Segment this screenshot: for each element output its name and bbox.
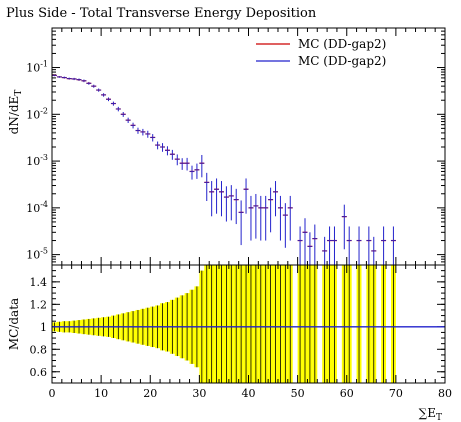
x-axis-label: ∑ET xyxy=(419,406,442,422)
upper-y-axis-label: dN/dET xyxy=(7,90,24,135)
x-tick-label: 60 xyxy=(340,387,354,400)
legend-label-blue: MC (DD-gap2) xyxy=(298,54,386,68)
upper-y-tick-label: 10-2 xyxy=(26,106,48,121)
x-tick-label: 80 xyxy=(438,387,452,400)
upper-plot-panel: 10-5 10-4 10-3 10-2 10-1 xyxy=(26,27,446,266)
upper-y-tick-label: 10-3 xyxy=(26,153,48,168)
x-tick-label: 20 xyxy=(143,387,157,400)
lower-ratio-panel: 0.6 0.8 1 1.2 1.4 xyxy=(30,264,446,384)
x-tick-label: 70 xyxy=(389,387,403,400)
upper-y-tick-label: 10-5 xyxy=(26,247,48,262)
upper-y-tick-label: 10-4 xyxy=(26,200,48,215)
lower-y-tick-label: 1.4 xyxy=(30,276,48,289)
x-tick-label: 30 xyxy=(192,387,206,400)
x-tick-label: 50 xyxy=(291,387,305,400)
legend-label-red: MC (DD-gap2) xyxy=(298,37,386,51)
lower-y-tick-label: 0.8 xyxy=(30,343,48,356)
chart-title: Plus Side - Total Transverse Energy Depo… xyxy=(6,6,317,21)
lower-plot-frame xyxy=(51,264,446,384)
lower-y-axis-label: MC/data xyxy=(7,298,21,350)
upper-y-tick-label: 10-1 xyxy=(26,60,48,75)
legend: MC (DD-gap2) MC (DD-gap2) xyxy=(256,37,386,68)
x-tick-label: 10 xyxy=(94,387,108,400)
lower-y-tick-label: 1 xyxy=(40,321,47,334)
x-tick-label: 40 xyxy=(242,387,256,400)
lower-y-tick-label: 1.2 xyxy=(30,298,48,311)
lower-y-tick-label: 0.6 xyxy=(30,366,48,379)
x-tick-label: 0 xyxy=(49,387,56,400)
